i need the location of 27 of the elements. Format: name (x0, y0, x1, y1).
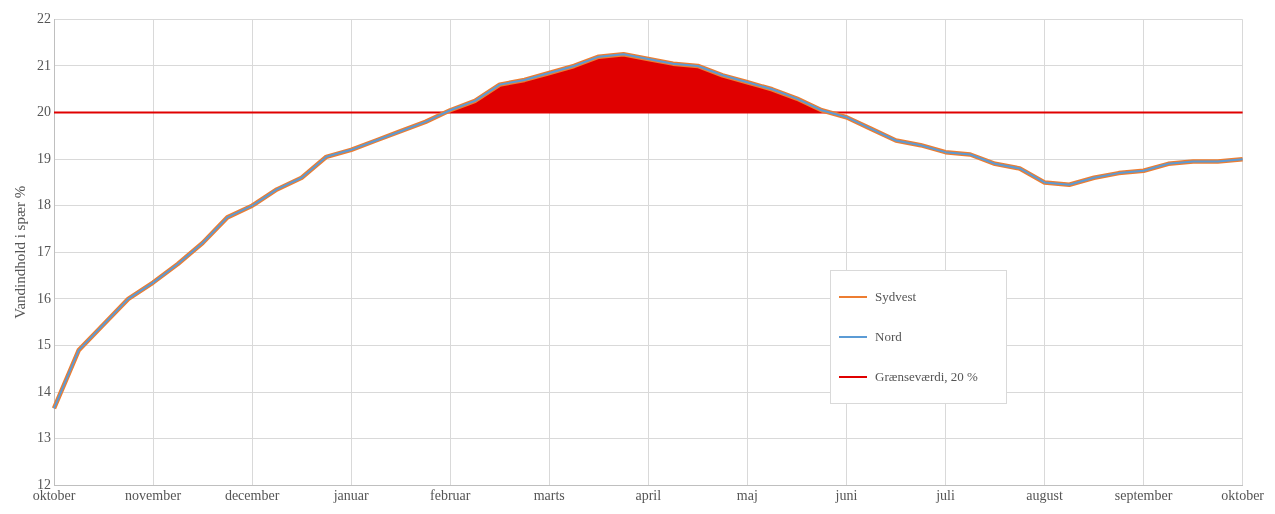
x-tick-label: august (1026, 488, 1063, 504)
x-tick-label: marts (533, 488, 565, 504)
x-tick-label: januar (332, 488, 369, 504)
y-tick-label: 19 (37, 150, 51, 166)
y-tick-label: 18 (37, 197, 51, 213)
legend-label: Nord (875, 329, 902, 345)
x-tick-label: oktober (1221, 488, 1265, 504)
y-tick-label: 14 (37, 383, 51, 399)
y-tick-label: 22 (37, 11, 51, 27)
y-tick-label: 17 (37, 243, 51, 259)
x-tick-label: juli (935, 488, 955, 504)
legend-label: Sydvest (875, 289, 917, 305)
y-tick-label: 13 (37, 430, 51, 446)
x-tick-label: september (1114, 488, 1173, 504)
legend-label: Grænseværdi, 20 % (875, 369, 978, 385)
y-tick-label: 20 (37, 104, 51, 120)
x-tick-label: februar (429, 488, 471, 504)
x-tick-label: juni (834, 488, 858, 504)
y-tick-label: 16 (37, 290, 51, 306)
y-tick-label: 21 (37, 57, 51, 73)
x-tick-label: oktober (32, 488, 76, 504)
y-axis-title: Vandindhold i spær % (11, 185, 28, 319)
y-tick-label: 15 (37, 337, 51, 353)
x-tick-label: maj (736, 488, 758, 504)
x-tick-label: november (125, 488, 182, 504)
x-tick-label: april (635, 488, 662, 504)
x-tick-label: december (224, 488, 280, 504)
